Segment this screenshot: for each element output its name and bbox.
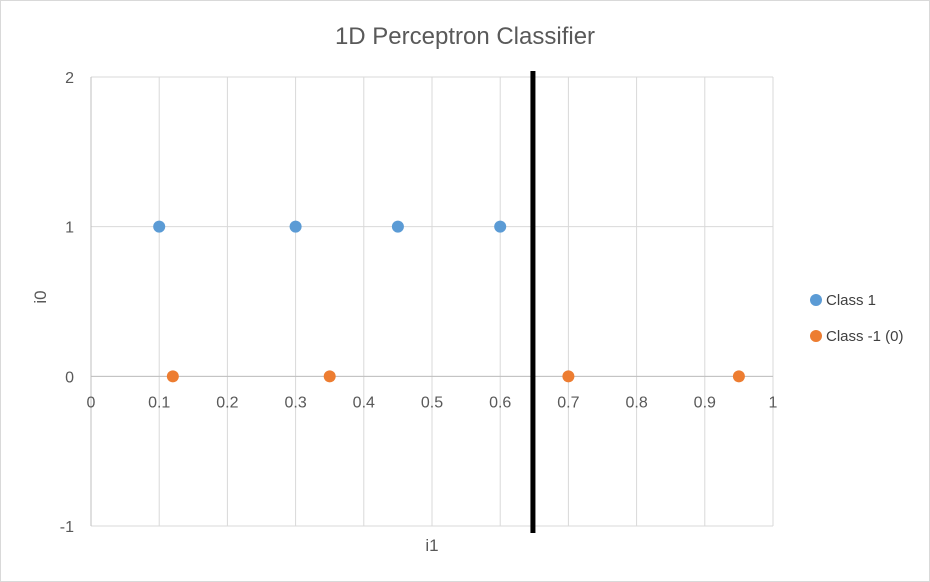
- y-tick-label: -1: [60, 519, 74, 536]
- data-points: [153, 220, 745, 383]
- data-point-series-2: [323, 370, 336, 383]
- x-tick-label: 0.3: [284, 394, 306, 411]
- grid: [90, 76, 774, 527]
- x-tick-label: 1: [769, 394, 778, 411]
- x-axis-label: i1: [425, 536, 438, 555]
- x-tick-label: 0.9: [694, 394, 716, 411]
- data-point-series-2: [562, 370, 575, 383]
- tick-labels: 0 0.1 0.2 0.3 0.4 0.5 0.6 0.7 0.8 0.9 1 -1 0 1 2: [60, 70, 778, 536]
- x-tick-label: 0.5: [421, 394, 443, 411]
- y-axis-label: i0: [31, 290, 50, 303]
- x-tick-label: 0: [87, 394, 96, 411]
- x-tick-label: 0.7: [557, 394, 579, 411]
- chart-title: 1D Perceptron Classifier: [335, 23, 595, 50]
- data-point-series-2: [732, 370, 745, 383]
- y-tick-label: 1: [65, 220, 74, 237]
- data-point-series-1: [153, 220, 166, 233]
- x-tick-label: 0.8: [625, 394, 647, 411]
- legend: Class 1 Class -1 (0): [810, 292, 904, 345]
- data-point-series-1: [494, 220, 507, 233]
- x-tick-label: 0.4: [353, 394, 375, 411]
- legend-marker-2: [810, 330, 822, 342]
- legend-label-1: Class 1: [826, 292, 876, 309]
- legend-label-2: Class -1 (0): [826, 328, 904, 345]
- data-point-series-1: [391, 220, 404, 233]
- data-point-series-2: [166, 370, 179, 383]
- y-tick-label: 0: [65, 369, 74, 386]
- x-tick-label: 0.1: [148, 394, 170, 411]
- data-point-series-1: [289, 220, 302, 233]
- legend-marker-1: [810, 294, 822, 306]
- y-tick-label: 2: [65, 70, 74, 87]
- axes: [90, 77, 773, 526]
- x-tick-label: 0.2: [216, 394, 238, 411]
- x-tick-label: 0.6: [489, 394, 511, 411]
